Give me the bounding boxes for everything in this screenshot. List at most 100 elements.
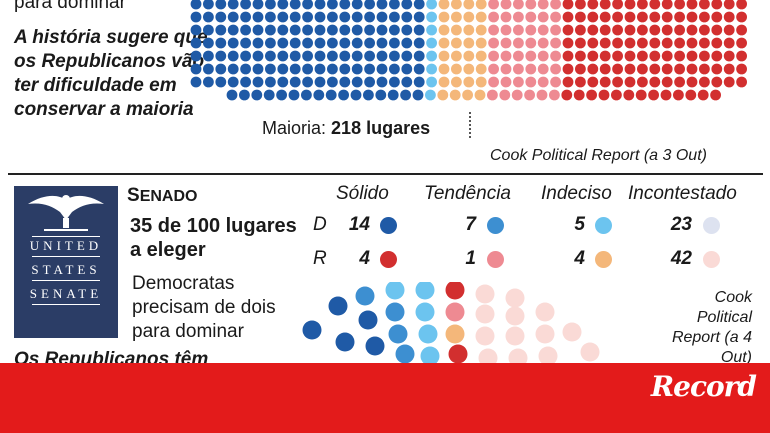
house-seat-dot xyxy=(426,37,437,49)
house-seat-dot xyxy=(463,50,475,62)
house-seat-dot xyxy=(587,0,599,10)
senate-seat-dot xyxy=(335,332,355,352)
senate-seat-dot xyxy=(475,304,495,324)
house-seat-dot xyxy=(611,89,622,101)
house-seat-dot xyxy=(313,89,325,101)
house-seat-chart xyxy=(190,0,747,101)
house-seat-dot xyxy=(463,63,475,75)
house-seat-dot xyxy=(674,50,685,62)
senate-seat-dot xyxy=(302,320,322,340)
house-seat-dot xyxy=(289,37,301,49)
house-seat-dot xyxy=(351,63,363,75)
house-seat-dot xyxy=(699,24,710,36)
house-seat-dot xyxy=(339,76,351,88)
house-seat-dot xyxy=(537,37,549,49)
house-seat-dot xyxy=(389,76,400,88)
house-seat-dot xyxy=(711,76,723,88)
house-seat-dot xyxy=(550,63,561,75)
house-seat-dot xyxy=(240,0,251,10)
house-seat-dot xyxy=(401,24,413,36)
house-seat-dot xyxy=(661,24,673,36)
senate-seat-dot xyxy=(562,322,582,342)
house-seat-dot xyxy=(586,89,597,101)
house-seat-dot xyxy=(339,37,351,49)
house-seat-dot xyxy=(289,76,301,88)
house-seat-dot xyxy=(240,37,251,49)
house-seat-dot xyxy=(413,37,425,49)
house-seat-dot xyxy=(425,89,436,101)
house-seat-dot xyxy=(475,24,487,36)
house-seat-dot xyxy=(723,76,735,88)
record-logo[interactable]: Record xyxy=(650,370,757,403)
house-seat-dot xyxy=(215,0,227,10)
house-seat-dot xyxy=(314,63,326,75)
house-seat-dot xyxy=(587,24,599,36)
house-seat-dot xyxy=(699,76,710,88)
house-seat-dot xyxy=(587,63,599,75)
house-seat-dot xyxy=(661,63,673,75)
house-seat-dot xyxy=(289,0,301,10)
house-seat-dot xyxy=(686,37,698,49)
house-seat-dot xyxy=(190,76,202,88)
house-seat-dot xyxy=(649,76,661,88)
house-seat-dot xyxy=(674,0,685,10)
house-seat-dot xyxy=(624,24,636,36)
house-seat-dot xyxy=(525,11,537,23)
house-seat-dot xyxy=(339,0,351,10)
house-seat-dot xyxy=(587,50,599,62)
senate-seat-dot xyxy=(418,324,438,344)
house-seat-dot xyxy=(389,24,400,36)
section-divider xyxy=(8,173,763,175)
house-seat-dot xyxy=(537,0,549,10)
house-seat-dot xyxy=(375,89,387,101)
house-seat-dot xyxy=(710,89,721,101)
house-seat-dot xyxy=(364,76,375,88)
house-seat-dot xyxy=(463,76,475,88)
house-seat-dot xyxy=(252,76,264,88)
house-seat-dot xyxy=(599,37,611,49)
house-seat-dot xyxy=(736,11,747,23)
house-seat-dot xyxy=(599,24,611,36)
house-seat-dot xyxy=(575,24,586,36)
house-seat-dot xyxy=(363,89,374,101)
footer-bar xyxy=(0,363,770,433)
house-seat-dot xyxy=(587,11,599,23)
house-seat-dot xyxy=(351,37,363,49)
house-seat-dot xyxy=(623,89,635,101)
house-seat-dot xyxy=(327,63,338,75)
house-seat-dot xyxy=(265,37,276,49)
house-seat-dot xyxy=(190,0,202,10)
house-seat-dot xyxy=(276,89,287,101)
house-seat-dot xyxy=(438,11,450,23)
house-seat-dot xyxy=(635,89,647,101)
house-seat-dot xyxy=(449,89,461,101)
house-seat-dot xyxy=(637,63,648,75)
house-seat-dot xyxy=(674,11,685,23)
d-tossup-count: 5 xyxy=(574,214,585,235)
house-seat-dot xyxy=(686,0,698,10)
house-seat-dot xyxy=(575,11,586,23)
house-seat-dot xyxy=(240,50,251,62)
house-seat-dot xyxy=(723,63,735,75)
d-lean-dot xyxy=(487,217,504,234)
senate-seat-dot xyxy=(395,344,415,364)
house-seat-dot xyxy=(711,11,723,23)
house-seat-dot xyxy=(488,37,499,49)
seal-word-3: SENATE xyxy=(29,286,103,301)
house-seat-dot xyxy=(240,63,251,75)
house-seat-dot xyxy=(462,89,473,101)
house-seat-dot xyxy=(389,63,400,75)
house-seat-dot xyxy=(339,63,351,75)
house-seat-dot xyxy=(438,24,450,36)
house-seat-dot xyxy=(661,50,673,62)
house-seat-dot xyxy=(413,63,425,75)
house-seat-dot xyxy=(711,24,723,36)
house-seat-dot xyxy=(612,76,623,88)
house-seat-dot xyxy=(215,63,227,75)
house-seat-dot xyxy=(463,24,475,36)
house-seat-dot xyxy=(401,50,413,62)
senate-seat-dot xyxy=(535,302,555,322)
house-seat-dot xyxy=(227,37,239,49)
house-seat-dot xyxy=(327,76,338,88)
header-uncontested: Incontestado xyxy=(628,183,737,204)
